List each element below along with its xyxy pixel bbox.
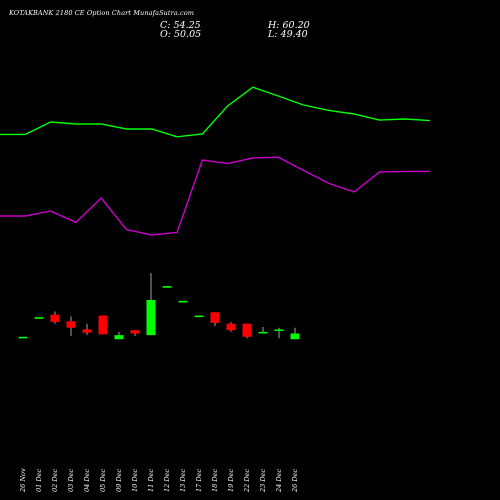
- candle-body: [162, 286, 172, 288]
- x-tick-label: 26 Nov: [19, 468, 27, 493]
- x-tick-label: 24 Dec: [275, 469, 283, 493]
- candle-body: [82, 329, 92, 333]
- candle-body: [50, 314, 60, 323]
- candle-body: [274, 329, 284, 332]
- x-tick-label: 03 Dec: [67, 469, 75, 492]
- x-tick-label: 19 Dec: [227, 469, 235, 492]
- x-tick-label: 02 Dec: [51, 469, 59, 492]
- candle-body: [258, 331, 268, 334]
- x-tick-label: 05 Dec: [99, 469, 107, 492]
- x-tick-label: 22 Dec: [243, 469, 251, 493]
- high-value: H: 60.20: [268, 20, 310, 31]
- candle-body: [98, 315, 108, 335]
- x-tick-label: 18 Dec: [211, 469, 219, 492]
- x-tick-label: 11 Dec: [147, 469, 155, 492]
- candle-body: [66, 321, 76, 328]
- x-tick-label: 09 Dec: [115, 469, 123, 492]
- open-value: O: 50.05: [160, 29, 202, 40]
- x-tick-label: 10 Dec: [131, 469, 139, 492]
- candle-body: [210, 312, 220, 323]
- close-value: C: 54.25: [160, 20, 201, 31]
- candle-body: [146, 300, 156, 336]
- purple-indicator-line: [0, 156, 430, 236]
- candle-body: [194, 315, 204, 318]
- x-tick-label: 13 Dec: [179, 469, 187, 492]
- candle-body: [242, 323, 252, 337]
- candle-body: [130, 330, 140, 334]
- x-tick-label: 01 Dec: [35, 469, 43, 492]
- candle-body: [18, 336, 28, 339]
- candle-body: [290, 333, 300, 340]
- green-indicator-line: [0, 86, 431, 138]
- x-tick-label: 17 Dec: [195, 469, 203, 492]
- low-value: L: 49.40: [268, 29, 308, 40]
- chart-title: KOTAKBANK 2180 CE Option Chart MunafaSut…: [9, 9, 194, 17]
- x-tick-label: 23 Dec: [259, 469, 267, 493]
- x-tick-label: 04 Dec: [83, 469, 91, 492]
- candle-body: [34, 317, 44, 319]
- candle-body: [114, 335, 124, 340]
- x-tick-label: 12 Dec: [163, 469, 171, 492]
- x-tick-label: 26 Dec: [291, 469, 299, 493]
- candle-body: [226, 323, 236, 331]
- candle-body: [178, 300, 188, 303]
